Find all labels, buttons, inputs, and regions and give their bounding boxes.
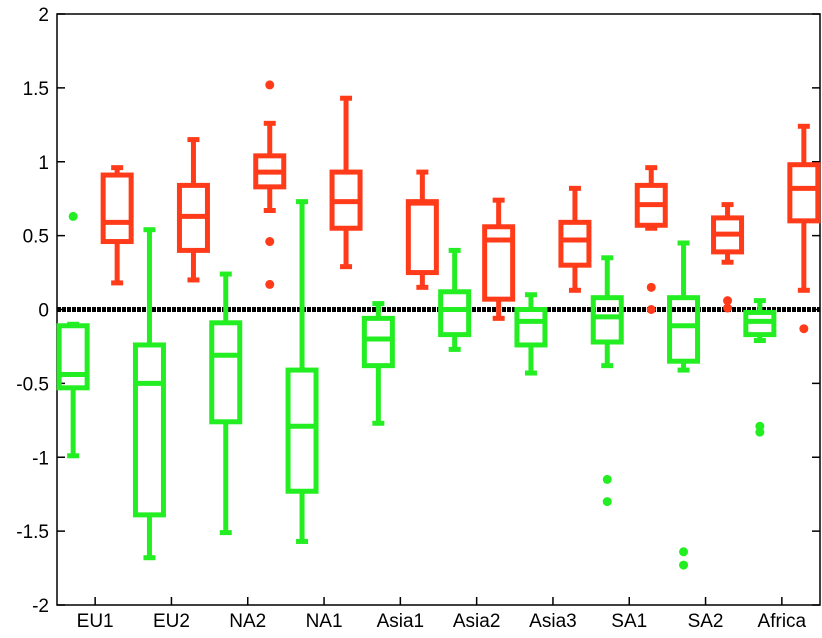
x-tick-label: NA2 [229, 611, 266, 632]
y-tick-label: -1.5 [16, 522, 49, 543]
y-tick-label: -1 [32, 448, 49, 469]
outlier-point [723, 296, 733, 306]
y-tick-label: 0.5 [23, 227, 49, 248]
boxes-layer [56, 80, 821, 570]
box-Asia1-series-2 [405, 169, 439, 290]
outlier-point [679, 547, 689, 557]
y-axis: -2 -1.5 -1 -0.5 0 0.5 1 1.5 2 [16, 5, 820, 617]
box-iqr [56, 323, 90, 391]
box-Asia3-series-1 [514, 292, 548, 376]
box-SA2-series-2 [711, 202, 745, 313]
box-NA2-series-2 [253, 80, 287, 289]
x-tick-label: SA2 [688, 611, 724, 632]
x-tick-label: NA1 [306, 611, 343, 632]
box-Africa-series-2 [787, 123, 821, 334]
x-tick-label: Asia1 [377, 611, 425, 632]
outlier-point [646, 282, 656, 292]
box-SA1-series-1 [590, 255, 624, 507]
box-EU2-series-2 [176, 137, 210, 283]
outlier-point [679, 560, 689, 570]
box-Africa-series-1 [743, 298, 777, 437]
box-EU1-series-1 [56, 211, 90, 459]
outlier-point [265, 80, 275, 90]
x-tick-label: SA1 [611, 611, 647, 632]
box-Asia2-series-1 [438, 247, 472, 352]
outlier-point [646, 305, 656, 314]
x-tick-label: Africa [758, 611, 807, 632]
x-tick-label: Asia3 [529, 611, 577, 632]
x-axis: EU1 EU2 NA2 NA1 Asia1 Asia2 Asia3 SA1 SA2 Africa [77, 597, 807, 632]
box-SA2-series-1 [667, 240, 701, 570]
box-iqr [667, 295, 701, 364]
box-iqr [361, 315, 395, 369]
y-tick-label: 2 [38, 5, 49, 26]
y-tick-label: 1 [38, 153, 49, 174]
x-tick-label: EU1 [77, 611, 114, 632]
box-iqr [590, 295, 624, 345]
box-NA2-series-1 [209, 271, 243, 536]
outlier-point [265, 237, 275, 247]
box-iqr [558, 219, 592, 268]
y-tick-label: 1.5 [23, 79, 49, 100]
outlier-point [265, 279, 275, 289]
outlier-point [602, 497, 612, 507]
y-tick-label: 0 [38, 301, 49, 322]
box-EU2-series-1 [132, 227, 166, 561]
outlier-point [602, 474, 612, 484]
box-iqr [514, 307, 548, 348]
x-tick-label: Asia2 [453, 611, 501, 632]
outlier-point [799, 324, 809, 334]
box-Asia3-series-2 [558, 185, 592, 293]
x-tick-label: EU2 [153, 611, 190, 632]
y-tick-label: -0.5 [16, 374, 49, 395]
box-NA1-series-1 [285, 199, 319, 544]
box-EU1-series-2 [100, 165, 134, 286]
box-iqr [438, 289, 472, 338]
box-iqr [482, 224, 516, 302]
box-NA1-series-2 [329, 95, 363, 270]
outlier-point [68, 211, 78, 221]
box-iqr [132, 342, 166, 518]
box-SA1-series-2 [634, 165, 668, 314]
box-iqr [405, 199, 439, 276]
outlier-point [755, 427, 765, 437]
box-Asia1-series-1 [361, 301, 395, 426]
box-iqr [285, 367, 319, 494]
box-iqr [787, 162, 821, 224]
y-tick-label: -2 [32, 596, 49, 617]
box-iqr [100, 172, 134, 245]
box-iqr [209, 320, 243, 425]
box-Asia2-series-2 [482, 197, 516, 321]
outlier-point [723, 303, 733, 313]
